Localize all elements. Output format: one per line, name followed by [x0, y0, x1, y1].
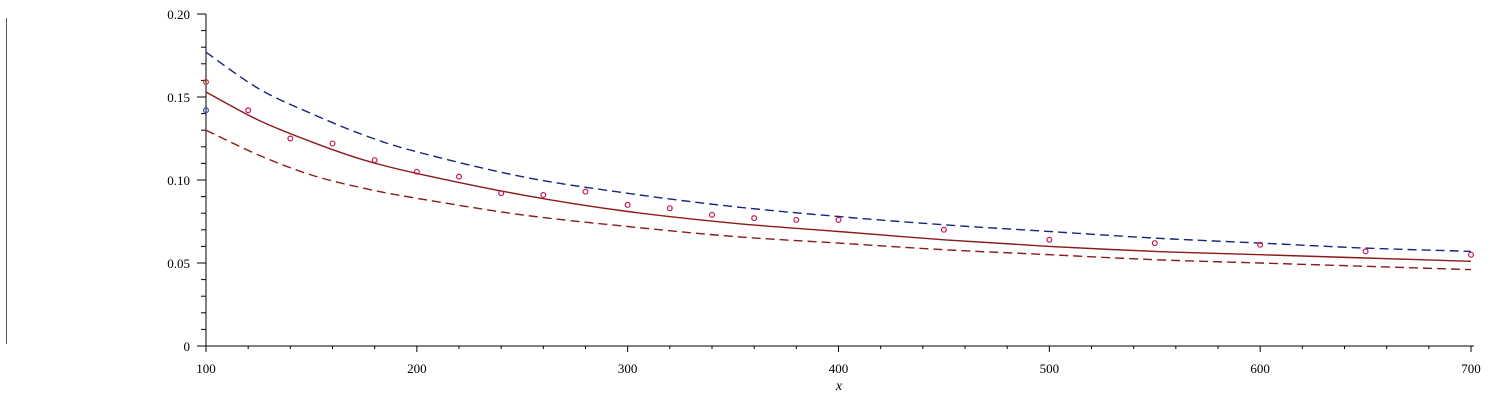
data-point: [1046, 236, 1053, 243]
data-points: [203, 79, 1474, 258]
y-tick-label: 0.10: [167, 173, 190, 188]
data-point: [582, 188, 589, 195]
x-tick-label: 300: [618, 361, 638, 376]
x-axis-label: x: [835, 379, 843, 394]
axis-tick-labels: 0 0.05 0.10 0.15 0.20 100 200 300 400 500 600 700: [167, 7, 1481, 376]
data-point: [940, 226, 947, 233]
data-point: [329, 140, 336, 147]
data-point: [751, 215, 758, 222]
data-point: [666, 205, 673, 212]
y-tick-label: 0: [184, 339, 191, 354]
data-point: [245, 107, 252, 114]
data-point: [456, 173, 463, 180]
x-tick-label: 400: [829, 361, 849, 376]
series-curves: [205, 51, 1472, 271]
data-point: [287, 135, 294, 142]
data-point: [371, 157, 378, 164]
x-tick-label: 200: [407, 361, 427, 376]
data-point: [793, 216, 800, 223]
upper-bound-dashed-curve: [205, 51, 1472, 253]
data-point: [708, 211, 715, 218]
data-point: [413, 168, 420, 175]
data-point: [203, 107, 210, 114]
y-tick-label: 0.15: [167, 90, 190, 105]
lower-bound-dashed-curve: [205, 129, 1472, 271]
data-point: [498, 190, 505, 197]
x-tick-label: 600: [1250, 361, 1270, 376]
data-point: [203, 79, 210, 86]
data-point: [835, 216, 842, 223]
data-point: [540, 191, 547, 198]
data-point: [1467, 251, 1474, 258]
x-tick-label: 100: [196, 361, 216, 376]
axis-ticks: [197, 13, 1472, 352]
x-tick-label: 700: [1461, 361, 1481, 376]
data-point: [1151, 240, 1158, 247]
x-tick-label: 500: [1040, 361, 1060, 376]
data-point: [1257, 241, 1264, 248]
data-point: [624, 201, 631, 208]
left-edge-rule: [6, 18, 7, 344]
data-point: [1362, 248, 1369, 255]
fitted-solid-curve: [205, 91, 1472, 262]
y-tick-label: 0.20: [167, 7, 190, 22]
y-tick-label: 0.05: [167, 256, 190, 271]
